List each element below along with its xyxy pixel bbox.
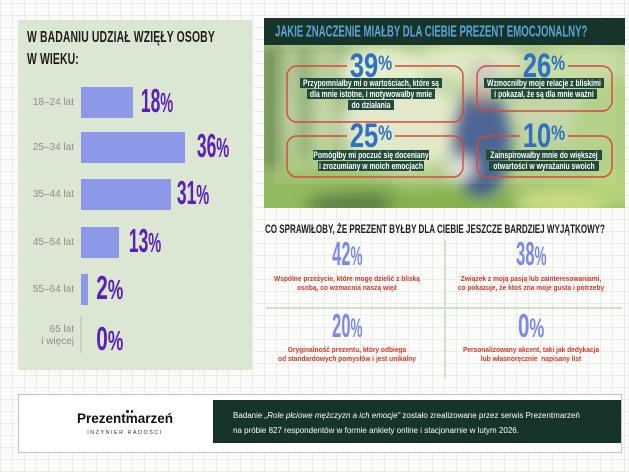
svg-text:otwartości w wyrażaniu swoich: otwartości w wyrażaniu swoich [493,161,594,171]
svg-text:dla mnie istotne, i motywowałb: dla mnie istotne, i motywowałby mnie [310,89,433,99]
svg-text:do działania: do działania [351,100,390,110]
svg-text:JAKIE ZNACZENIE MIAŁBY DLA CIE: JAKIE ZNACZENIE MIAŁBY DLA CIEBIE PREZEN… [275,22,587,40]
svg-text:Zainspirowałby mnie do większe: Zainspirowałby mnie do większej [490,150,597,160]
svg-text:Wzmocniłby moje relacje z blis: Wzmocniłby moje relacje z bliskimi [487,78,601,88]
svg-text:i zrozumiany w moich emocjach: i zrozumiany w moich emocjach [319,161,423,171]
svg-text:i pokazał, że są dla mnie ważn: i pokazał, że są dla mnie ważni [494,89,593,99]
svg-text:Pomógłby mi poczuć się docenia: Pomógłby mi poczuć się doceniany [313,150,429,160]
svg-text:Przypomniałby mi o wartościach: Przypomniałby mi o wartościach, które są [303,78,439,88]
